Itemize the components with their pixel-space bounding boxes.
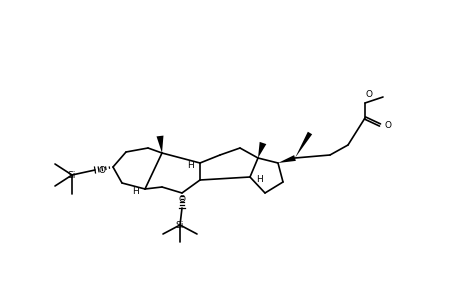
- Polygon shape: [294, 132, 312, 158]
- Polygon shape: [277, 155, 295, 163]
- Polygon shape: [156, 136, 163, 153]
- Text: O: O: [365, 90, 372, 99]
- Text: O: O: [384, 121, 391, 130]
- Polygon shape: [257, 142, 266, 158]
- Text: H: H: [132, 187, 139, 196]
- Text: H: H: [256, 175, 262, 184]
- Text: Si: Si: [67, 170, 76, 179]
- Text: H: H: [187, 160, 194, 169]
- Text: O: O: [99, 166, 106, 175]
- Text: Si: Si: [175, 220, 184, 230]
- Text: O: O: [178, 195, 185, 204]
